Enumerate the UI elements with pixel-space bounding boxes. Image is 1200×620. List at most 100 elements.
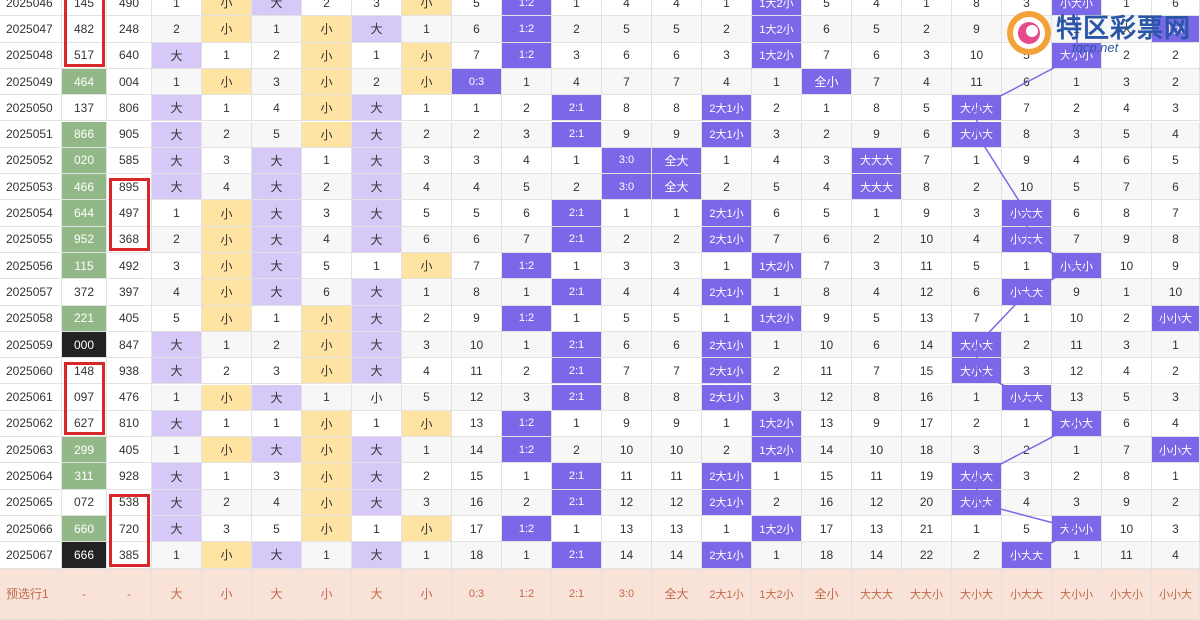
- data-cell: 4: [852, 0, 902, 17]
- data-cell: 大: [252, 226, 302, 253]
- data-cell: 2大1小: [702, 121, 752, 148]
- data-cell: 大: [252, 147, 302, 175]
- data-cell: 1大2小: [752, 305, 802, 332]
- data-cell: 3: [402, 331, 452, 359]
- data-cell: 大: [352, 279, 402, 306]
- data-cell: 3: [952, 437, 1002, 464]
- data-cell: 10: [602, 437, 652, 464]
- data-cell: 11: [902, 253, 952, 280]
- issue-cell: 2025053: [0, 174, 62, 201]
- data-cell: 9: [1102, 226, 1152, 253]
- data-cell: 3: [352, 0, 402, 17]
- data-cell: 1:2: [502, 437, 552, 464]
- issue-cell: 2025055: [0, 226, 62, 253]
- data-cell: 7: [452, 253, 502, 280]
- data-cell: 1: [452, 95, 502, 122]
- issue-cell: 2025060: [0, 358, 62, 385]
- data-cell: 大: [152, 410, 202, 438]
- data-cell: 1大2小: [752, 16, 802, 43]
- data-cell: 3: [252, 463, 302, 490]
- data-cell: 2: [502, 95, 552, 122]
- issue-cell: 2025065: [0, 489, 62, 516]
- number-cell-a: 020: [62, 147, 107, 175]
- data-cell: 14: [452, 437, 502, 464]
- data-cell: 6: [852, 42, 902, 69]
- data-cell: 2: [202, 121, 252, 148]
- data-cell: 1: [702, 147, 752, 175]
- number-cell-a: 299: [62, 437, 107, 464]
- number-cell-a: 466: [62, 174, 107, 201]
- data-cell: 3:0: [602, 174, 652, 201]
- data-cell: 17: [902, 410, 952, 438]
- data-cell: 1: [702, 410, 752, 438]
- footer-cell: 1:2: [502, 568, 552, 620]
- data-cell: 8: [902, 174, 952, 201]
- data-cell: 大: [352, 200, 402, 227]
- data-cell: 1: [552, 147, 602, 175]
- data-cell: 6: [952, 279, 1002, 306]
- data-cell: 8: [1102, 463, 1152, 490]
- data-cell: 大: [352, 331, 402, 359]
- data-cell: 5: [402, 200, 452, 227]
- data-cell: 2: [702, 437, 752, 464]
- data-cell: 2: [902, 16, 952, 43]
- data-cell: 大: [252, 384, 302, 411]
- data-cell: 4: [202, 174, 252, 201]
- data-cell: 1: [352, 410, 402, 438]
- data-cell: 1: [152, 437, 202, 464]
- data-cell: 19: [902, 463, 952, 490]
- data-cell: 4: [502, 147, 552, 175]
- data-cell: 16: [452, 489, 502, 516]
- footer-cell: 0:3: [452, 568, 502, 620]
- data-cell-last: 3: [1152, 95, 1200, 122]
- data-cell: 1大2小: [752, 437, 802, 464]
- number-cell-b: 938: [107, 358, 152, 385]
- data-cell: 7: [1002, 95, 1052, 122]
- data-cell: 18: [802, 542, 852, 569]
- issue-cell: 2025047: [0, 16, 62, 43]
- data-cell: 5: [602, 305, 652, 332]
- data-cell: 1:2: [502, 305, 552, 332]
- data-cell: 12: [1052, 358, 1102, 385]
- data-cell: 1: [502, 331, 552, 359]
- issue-cell: 2025063: [0, 437, 62, 464]
- data-cell: 13: [602, 516, 652, 543]
- data-cell: 3: [1052, 489, 1102, 516]
- number-cell-a: 372: [62, 279, 107, 306]
- data-cell: 10: [852, 437, 902, 464]
- data-cell: 3: [1052, 121, 1102, 148]
- data-cell: 11: [452, 358, 502, 385]
- data-cell: 1: [152, 68, 202, 96]
- data-cell: 22: [902, 542, 952, 569]
- data-cell: 小: [302, 121, 352, 148]
- data-cell: 2大1小: [702, 489, 752, 516]
- data-cell: 12: [452, 384, 502, 411]
- data-cell: 5: [1102, 121, 1152, 148]
- issue-cell: 2025046: [0, 0, 62, 17]
- data-cell-last: 10: [1152, 279, 1200, 306]
- data-cell: 1: [702, 305, 752, 332]
- data-cell: 3: [602, 253, 652, 280]
- data-cell: 1: [202, 42, 252, 69]
- data-cell-last: 2: [1152, 42, 1200, 69]
- data-cell: 5: [802, 200, 852, 227]
- footer-label: 预选行1: [0, 568, 62, 620]
- data-cell: 1: [302, 542, 352, 569]
- data-cell: 3: [752, 121, 802, 148]
- data-cell: 3: [802, 147, 852, 175]
- data-cell: 11: [1102, 542, 1152, 569]
- data-cell: 9: [1002, 147, 1052, 175]
- data-cell: 大: [152, 516, 202, 543]
- issue-cell: 2025048: [0, 42, 62, 69]
- data-cell: 小: [202, 68, 252, 96]
- data-cell: 6: [602, 331, 652, 359]
- data-cell: 15: [902, 358, 952, 385]
- data-cell-last: 小小大: [1152, 437, 1200, 464]
- data-cell: 5: [1002, 516, 1052, 543]
- data-cell: 1: [752, 68, 802, 96]
- data-cell: 8: [652, 384, 702, 411]
- data-cell: 9: [652, 121, 702, 148]
- data-cell: 3: [902, 42, 952, 69]
- data-cell: 18: [452, 542, 502, 569]
- data-cell: 2:1: [552, 384, 602, 411]
